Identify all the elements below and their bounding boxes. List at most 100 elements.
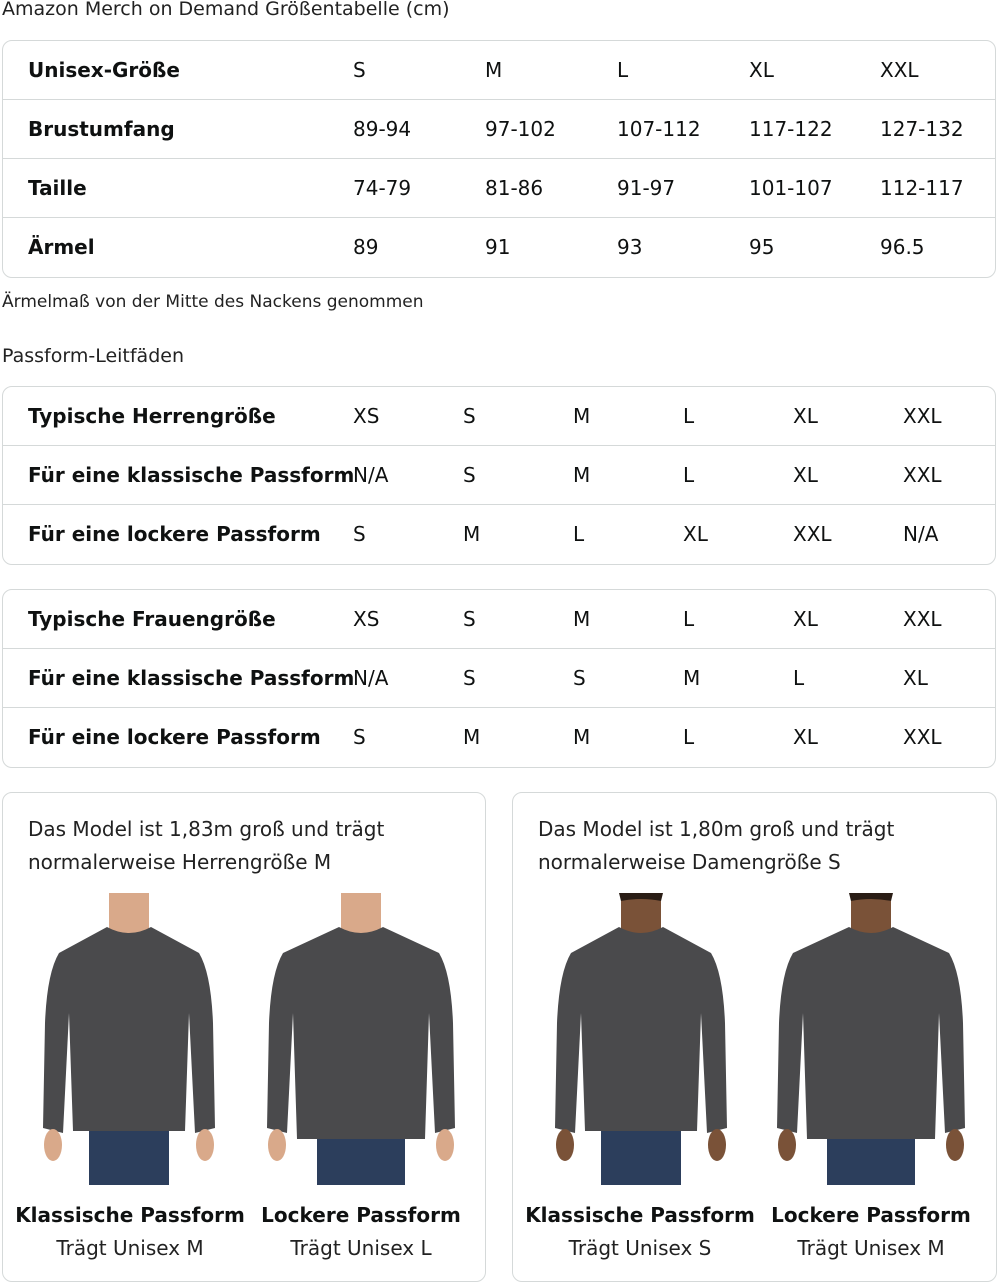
table-cell: M bbox=[573, 404, 591, 428]
table-cell: XL bbox=[903, 666, 928, 690]
table-cell: 97-102 bbox=[485, 117, 556, 141]
fit-subtitle: Trägt Unisex M bbox=[797, 1236, 945, 1260]
table-cell: XL bbox=[749, 58, 774, 82]
table-cell: 89-94 bbox=[353, 117, 412, 141]
row-label: Typische Herrengröße bbox=[28, 404, 276, 428]
table-row: Ärmel 89 91 93 95 96.5 bbox=[3, 218, 995, 277]
table-cell: M bbox=[683, 666, 701, 690]
table-cell: 91 bbox=[485, 235, 511, 259]
table-cell: N/A bbox=[903, 522, 939, 546]
model-photo-relaxed bbox=[771, 891, 971, 1185]
fit-subtitle: Trägt Unisex S bbox=[568, 1236, 712, 1260]
row-label: Ärmel bbox=[28, 235, 95, 259]
fit-subtitle: Trägt Unisex M bbox=[56, 1236, 204, 1260]
size-table-title: Amazon Merch on Demand Größentabelle (cm… bbox=[2, 0, 450, 20]
table-cell: 95 bbox=[749, 235, 775, 259]
neck bbox=[109, 893, 149, 933]
sweater-model-illustration bbox=[777, 891, 965, 1185]
table-cell: XXL bbox=[903, 404, 942, 428]
model-photo-classic bbox=[541, 891, 741, 1185]
row-label: Taille bbox=[28, 176, 87, 200]
table-cell: M bbox=[485, 58, 503, 82]
women-fit-table: Typische Frauengröße XS S M L XL XXL Für eine k… bbox=[2, 589, 996, 768]
model-photo-relaxed bbox=[261, 893, 461, 1185]
row-label: Für eine lockere Passform bbox=[28, 725, 321, 749]
fit-title: Lockere Passform bbox=[261, 1203, 461, 1227]
table-cell: XS bbox=[353, 607, 380, 631]
model-card-men: Das Model ist 1,83m groß und trägt normal… bbox=[2, 792, 486, 1282]
table-cell: 112-117 bbox=[880, 176, 964, 200]
table-cell: 89 bbox=[353, 235, 379, 259]
size-table: Unisex-Größe S M L XL XXL Brustumfang 89-94 97-1… bbox=[2, 40, 996, 278]
sweater-model-illustration bbox=[267, 893, 455, 1185]
model-caption: Das Model ist 1,83m groß und trägt normal… bbox=[28, 817, 385, 874]
table-row: Taille 74-79 81-86 91-97 101-107 112-117 bbox=[3, 159, 995, 218]
sweater-model-illustration bbox=[43, 893, 215, 1185]
fit-title: Klassische Passform bbox=[525, 1203, 755, 1227]
table-cell: XXL bbox=[793, 522, 832, 546]
table-row: Brustumfang 89-94 97-102 107-112 117-122 127-… bbox=[3, 100, 995, 159]
table-cell: N/A bbox=[353, 666, 389, 690]
table-cell: 91-97 bbox=[617, 176, 676, 200]
table-row: Für eine klassische Passform N/A S M L XL XXL bbox=[3, 446, 995, 505]
table-row: Typische Herrengröße XS S M L XL XXL bbox=[3, 387, 995, 446]
table-cell: S bbox=[353, 58, 366, 82]
table-cell: 107-112 bbox=[617, 117, 701, 141]
table-cell: S bbox=[463, 666, 476, 690]
table-cell: XL bbox=[793, 463, 818, 487]
table-cell: XS bbox=[353, 404, 380, 428]
row-label: Typische Frauengröße bbox=[28, 607, 276, 631]
table-cell: M bbox=[573, 725, 591, 749]
fit-subtitle: Trägt Unisex L bbox=[290, 1236, 432, 1260]
table-cell: XXL bbox=[880, 58, 919, 82]
table-cell: XXL bbox=[903, 607, 942, 631]
table-cell: L bbox=[683, 725, 695, 749]
fit-title: Lockere Passform bbox=[771, 1203, 971, 1227]
fit-guides-title: Passform-Leitfäden bbox=[2, 345, 184, 367]
table-cell: 96.5 bbox=[880, 235, 925, 259]
table-cell: XL bbox=[793, 404, 818, 428]
table-row: Für eine lockere Passform S M L XL XXL N/A bbox=[3, 505, 995, 564]
table-cell: 117-122 bbox=[749, 117, 833, 141]
model-photo-classic bbox=[29, 893, 229, 1185]
table-cell: S bbox=[353, 522, 366, 546]
table-cell: 127-132 bbox=[880, 117, 964, 141]
table-cell: M bbox=[573, 607, 591, 631]
table-cell: XXL bbox=[903, 725, 942, 749]
table-cell: 81-86 bbox=[485, 176, 544, 200]
row-label: Für eine klassische Passform bbox=[28, 666, 355, 690]
row-label: Brustumfang bbox=[28, 117, 175, 141]
row-label: Für eine lockere Passform bbox=[28, 522, 321, 546]
table-cell: L bbox=[617, 58, 629, 82]
table-row: Typische Frauengröße XS S M L XL XXL bbox=[3, 590, 995, 649]
table-cell: 74-79 bbox=[353, 176, 412, 200]
table-cell: M bbox=[463, 725, 481, 749]
table-cell: N/A bbox=[353, 463, 389, 487]
table-cell: S bbox=[463, 404, 476, 428]
men-fit-table: Typische Herrengröße XS S M L XL XXL Für eine k… bbox=[2, 386, 996, 565]
table-row: Für eine klassische Passform N/A S S M L XL bbox=[3, 649, 995, 708]
row-label: Für eine klassische Passform bbox=[28, 463, 355, 487]
fit-title: Klassische Passform bbox=[15, 1203, 245, 1227]
table-cell: 101-107 bbox=[749, 176, 833, 200]
table-cell: M bbox=[573, 463, 591, 487]
table-cell: S bbox=[353, 725, 366, 749]
table-cell: L bbox=[683, 404, 695, 428]
table-cell: XL bbox=[793, 607, 818, 631]
model-card-women: Das Model ist 1,80m groß und trägt normal… bbox=[512, 792, 997, 1282]
table-cell: L bbox=[683, 607, 695, 631]
table-cell: S bbox=[463, 463, 476, 487]
table-cell: S bbox=[463, 607, 476, 631]
table-cell: L bbox=[793, 666, 805, 690]
row-label: Unisex-Größe bbox=[28, 58, 180, 82]
sweater-model-illustration bbox=[555, 891, 727, 1185]
table-cell: M bbox=[463, 522, 481, 546]
model-caption: Das Model ist 1,80m groß und trägt normal… bbox=[538, 817, 895, 874]
table-cell: L bbox=[683, 463, 695, 487]
table-cell: XL bbox=[683, 522, 708, 546]
table-cell: XL bbox=[793, 725, 818, 749]
neck bbox=[341, 893, 381, 933]
sleeve-note: Ärmelmaß von der Mitte des Nackens genom… bbox=[2, 292, 424, 312]
table-cell: L bbox=[573, 522, 585, 546]
table-row: Unisex-Größe S M L XL XXL bbox=[3, 41, 995, 100]
